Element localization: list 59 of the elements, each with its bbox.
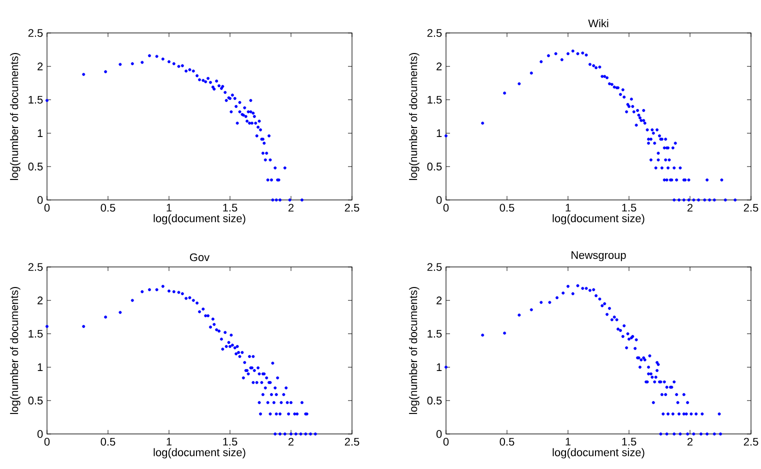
x-axis-title: log(document size) <box>552 448 644 458</box>
x-tick-label: 2 <box>687 204 693 212</box>
x-tick-label: 0.5 <box>500 438 514 446</box>
chart-title: Gov <box>190 253 210 262</box>
x-tick-label: 1.5 <box>622 204 636 212</box>
x-tick-label: 0 <box>443 204 449 212</box>
x-tick-label: 2.5 <box>744 204 758 212</box>
x-tick-label: 2 <box>687 438 693 446</box>
y-tick-label: 2 <box>38 296 43 304</box>
y-tick-label: 2 <box>436 296 442 304</box>
y-tick-label: 1.5 <box>428 330 442 338</box>
x-axis-title: log(document size) <box>154 214 246 224</box>
x-axis-title: log(document size) <box>154 448 246 458</box>
x-tick-label: 0.5 <box>500 204 514 212</box>
y-tick-label: 1 <box>436 363 442 371</box>
y-tick-label: 0 <box>37 430 43 438</box>
y-tick-label: 0 <box>436 196 442 204</box>
x-tick-label: 2 <box>288 204 294 212</box>
y-tick-label: 2.5 <box>28 263 43 271</box>
chart-title: Newsgroup <box>572 251 626 262</box>
y-tick-label: 0.5 <box>28 396 43 404</box>
x-tick-label: 1.5 <box>622 438 636 446</box>
chart-title: Wiki <box>588 19 608 28</box>
y-axis-title: log(number of documents) <box>409 52 420 180</box>
y-tick-label: 2.5 <box>427 29 442 37</box>
y-tick-label: 2.5 <box>427 263 442 271</box>
y-tick-label: 1 <box>436 129 442 137</box>
y-tick-label: 1.5 <box>28 96 43 104</box>
y-tick-label: 2 <box>38 62 43 70</box>
x-axis-title: log(document size) <box>552 214 644 224</box>
x-tick-label: 1 <box>566 204 571 212</box>
x-tick-label: 2.5 <box>744 438 758 446</box>
x-tick-label: 1 <box>166 204 172 212</box>
x-tick-label: 1 <box>566 438 571 446</box>
y-tick-label: 2 <box>436 62 442 70</box>
y-tick-label: 1.5 <box>28 330 43 338</box>
y-tick-label: 1.5 <box>428 96 442 104</box>
x-tick-label: 1.5 <box>223 204 238 212</box>
y-tick-label: 0 <box>37 196 43 204</box>
x-tick-label: 0.5 <box>100 204 116 212</box>
y-tick-label: 0.5 <box>28 162 43 170</box>
x-tick-label: 0.5 <box>100 438 116 446</box>
y-axis-title: log(number of documents) <box>10 286 20 414</box>
x-tick-label: 2 <box>288 438 294 446</box>
x-tick-label: 2.5 <box>344 204 360 212</box>
x-tick-label: 1.5 <box>223 438 238 446</box>
y-axis-title: log(number of documents) <box>409 286 420 414</box>
x-tick-label: 0 <box>44 438 50 446</box>
x-tick-label: 1 <box>166 438 172 446</box>
y-tick-label: 0 <box>436 430 442 438</box>
x-tick-label: 0 <box>44 204 50 212</box>
y-tick-label: 1 <box>38 363 43 371</box>
x-tick-label: 2.5 <box>344 438 360 446</box>
y-tick-label: 0.5 <box>427 396 442 404</box>
y-tick-label: 2.5 <box>28 29 43 37</box>
y-tick-label: 0.5 <box>427 162 442 170</box>
y-tick-label: 1 <box>38 129 43 137</box>
y-axis-title: log(number of documents) <box>10 52 20 180</box>
x-tick-label: 0 <box>443 438 449 446</box>
